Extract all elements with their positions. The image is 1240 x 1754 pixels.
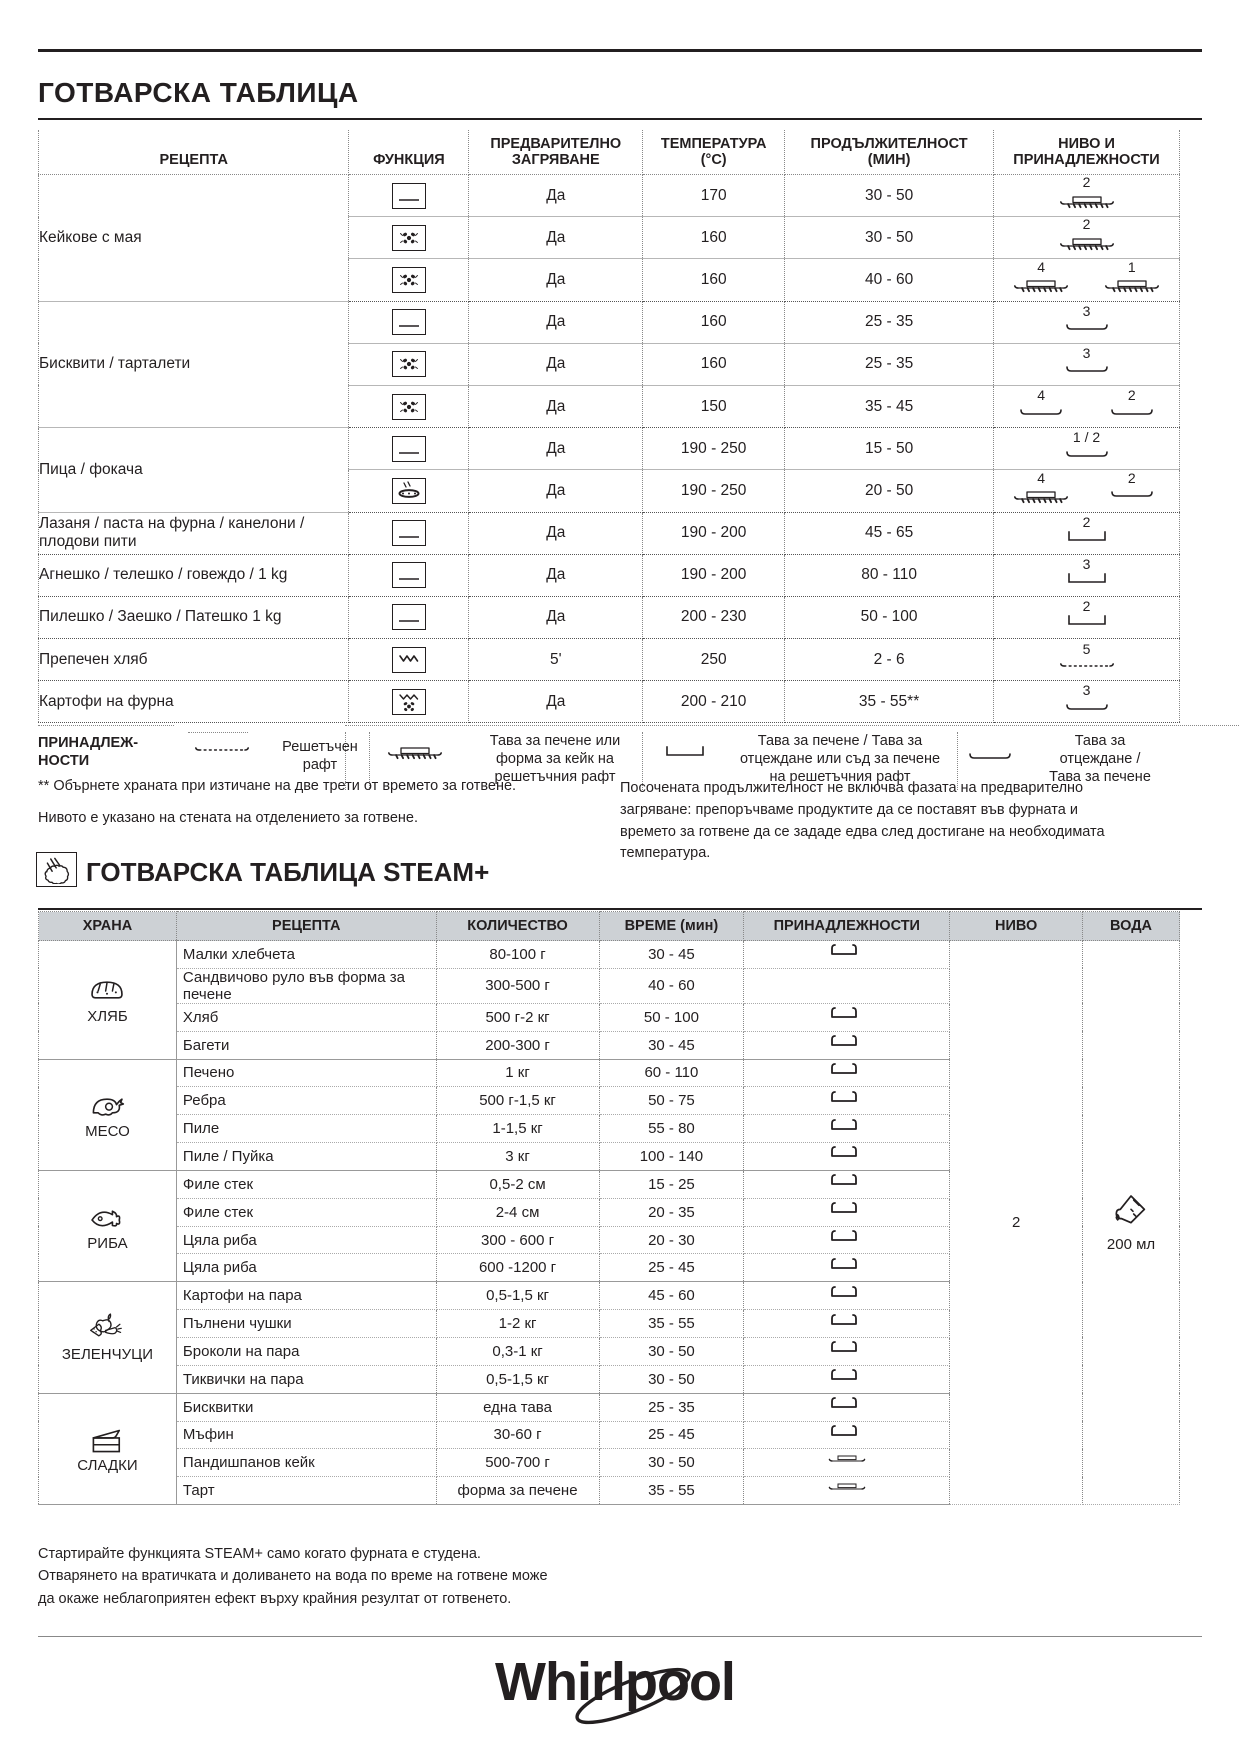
svg-text:Whirlpool: Whirlpool bbox=[495, 1652, 735, 1712]
